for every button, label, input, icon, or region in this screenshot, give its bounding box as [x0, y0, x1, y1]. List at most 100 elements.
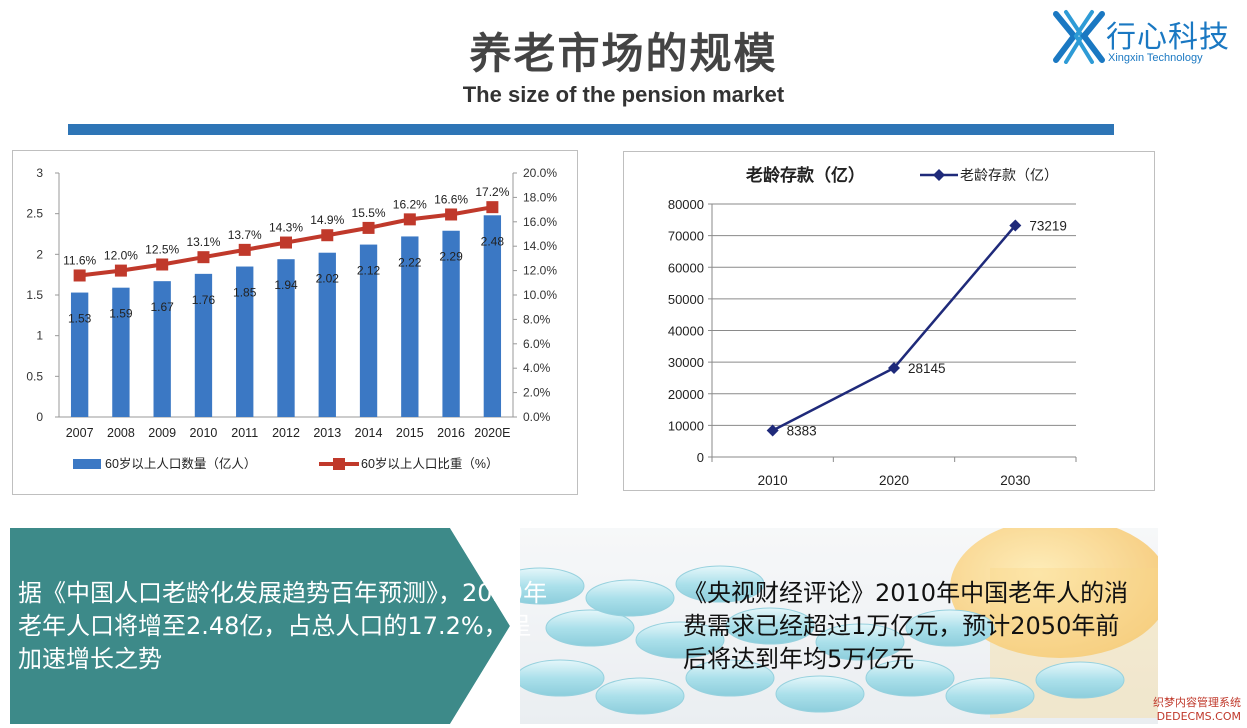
x-tick-label: 2010 — [190, 426, 218, 440]
ratio-value-label: 12.0% — [104, 249, 138, 263]
ratio-point — [362, 221, 375, 234]
y-tick-label: 70000 — [668, 229, 704, 244]
x-tick-label: 2013 — [313, 426, 341, 440]
company-logo: 行心科技 Xingxin Technology — [1052, 8, 1242, 70]
watermark-line1: 织梦内容管理系统 — [1153, 696, 1241, 709]
ratio-value-label: 12.5% — [145, 243, 179, 257]
x-tick-label: 2007 — [66, 426, 94, 440]
pills-illustration — [520, 528, 1158, 724]
ratio-point — [238, 243, 251, 256]
y-tick-label: 10000 — [668, 418, 704, 433]
ratio-value-label: 17.2% — [475, 185, 509, 199]
bar-value-label: 2.12 — [357, 264, 381, 278]
bar — [359, 244, 378, 417]
y-tick-label: 80000 — [668, 197, 704, 212]
bar-value-label: 2.22 — [398, 255, 422, 269]
savings-line — [772, 224, 1017, 432]
y-tick-label: 2.5 — [26, 207, 43, 221]
ratio-value-label: 15.5% — [352, 206, 386, 220]
elderly-savings-chart-svg: 老龄存款（亿） 老龄存款（亿） 0 10000 20000 30000 40000 50000… — [668, 165, 1077, 488]
ratio-value-label: 13.7% — [228, 228, 262, 242]
legend-line-label: 60岁以上人口比重（%） — [361, 456, 499, 471]
y2-tick-label: 0.0% — [523, 410, 551, 424]
y-tick-label: 30000 — [668, 355, 704, 370]
logo-mark-icon — [1053, 10, 1105, 64]
y-tick-label: 20000 — [668, 387, 704, 402]
header-divider-bar — [68, 124, 1114, 135]
y2-tick-label: 18.0% — [523, 190, 557, 204]
y-tick-label: 60000 — [668, 260, 704, 275]
x-tick-label: 2008 — [107, 426, 135, 440]
population-chart-svg: 0 0.5 1 1.5 2 2.5 3 0.0% 2.0% 4.0% 6.0% 8.0% 10.0% 12… — [26, 166, 557, 471]
x-tick-label: 2030 — [1000, 473, 1030, 488]
x-tick-label: 2020 — [879, 473, 909, 488]
y2-tick-label: 4.0% — [523, 361, 551, 375]
ratio-point — [156, 258, 169, 271]
pill-shape — [635, 621, 725, 659]
legend-line-marker — [333, 458, 345, 470]
ratio-point — [114, 264, 127, 277]
teal-arrow-panel — [10, 528, 520, 724]
bar — [277, 259, 295, 417]
y-tick-label: 40000 — [668, 324, 704, 339]
savings-point — [766, 424, 779, 437]
page-subtitle: The size of the pension market — [462, 82, 785, 107]
legend-marker — [933, 169, 945, 181]
pill-shape — [595, 677, 685, 715]
y2-tick-label: 10.0% — [523, 288, 557, 302]
pill-shape — [725, 607, 815, 645]
page-title: 养老市场的规模 — [469, 29, 778, 78]
bar — [153, 281, 171, 417]
ratio-value-label: 14.3% — [269, 221, 303, 235]
bar-value-label: 1.59 — [109, 307, 133, 321]
y-tick-label: 1.5 — [26, 288, 43, 302]
savings-point — [888, 361, 900, 374]
ratio-point — [403, 213, 416, 226]
ratio-point — [445, 208, 458, 221]
ratio-point — [197, 251, 210, 264]
y2-tick-label: 8.0% — [523, 312, 551, 326]
ratio-point — [73, 269, 86, 282]
y-tick-label: 3 — [36, 166, 43, 180]
pill-shape — [675, 565, 765, 603]
ratio-value-label: 14.9% — [310, 213, 344, 227]
savings-point — [1009, 219, 1022, 232]
y-tick-label: 0 — [697, 450, 704, 465]
pill-shape — [520, 567, 585, 605]
pill-shape — [865, 659, 955, 697]
legend-label: 老龄存款（亿） — [960, 167, 1058, 183]
y-tick-label: 1 — [36, 329, 43, 343]
ratio-point — [486, 201, 499, 214]
bar — [483, 215, 502, 417]
bar — [318, 252, 336, 417]
x-tick-label: 2016 — [437, 426, 465, 440]
y-tick-label: 0 — [36, 410, 43, 424]
pill-shape — [1035, 661, 1125, 699]
ratio-point — [321, 229, 334, 242]
bar — [236, 266, 254, 417]
x-tick-label: 2014 — [355, 426, 383, 440]
x-tick-label: 2009 — [148, 426, 176, 440]
y-tick-label: 2 — [36, 247, 43, 261]
y2-tick-label: 16.0% — [523, 215, 557, 229]
x-tick-label: 2012 — [272, 426, 300, 440]
ratio-point — [280, 236, 292, 249]
bar-value-label: 1.67 — [151, 300, 175, 314]
bar-value-label: 1.76 — [192, 293, 216, 307]
elderly-savings-chart: 老龄存款（亿） 老龄存款（亿） 0 10000 20000 30000 40000 50000… — [623, 151, 1155, 491]
x-tick-label: 2011 — [231, 426, 258, 440]
population-forecast-text: 据《中国人口老龄化发展趋势百年预测》，2020年老年人口将增至2.48亿，占总人… — [18, 579, 548, 673]
y2-tick-label: 2.0% — [523, 386, 551, 400]
x-tick-label: 2010 — [758, 473, 788, 488]
watermark: 织梦内容管理系统 DEDECMS.COM — [1153, 696, 1241, 724]
bar-value-label: 1.53 — [68, 312, 92, 326]
pill-shape — [685, 659, 775, 697]
bar — [401, 236, 419, 417]
savings-value-label: 8383 — [787, 423, 817, 438]
ratio-value-label: 16.2% — [393, 197, 427, 211]
ratio-value-label: 13.1% — [186, 235, 220, 249]
logo-english-name: Xingxin Technology — [1108, 52, 1203, 64]
savings-value-label: 73219 — [1029, 218, 1067, 233]
pill-shape — [945, 677, 1035, 715]
pill-shape — [775, 675, 865, 713]
